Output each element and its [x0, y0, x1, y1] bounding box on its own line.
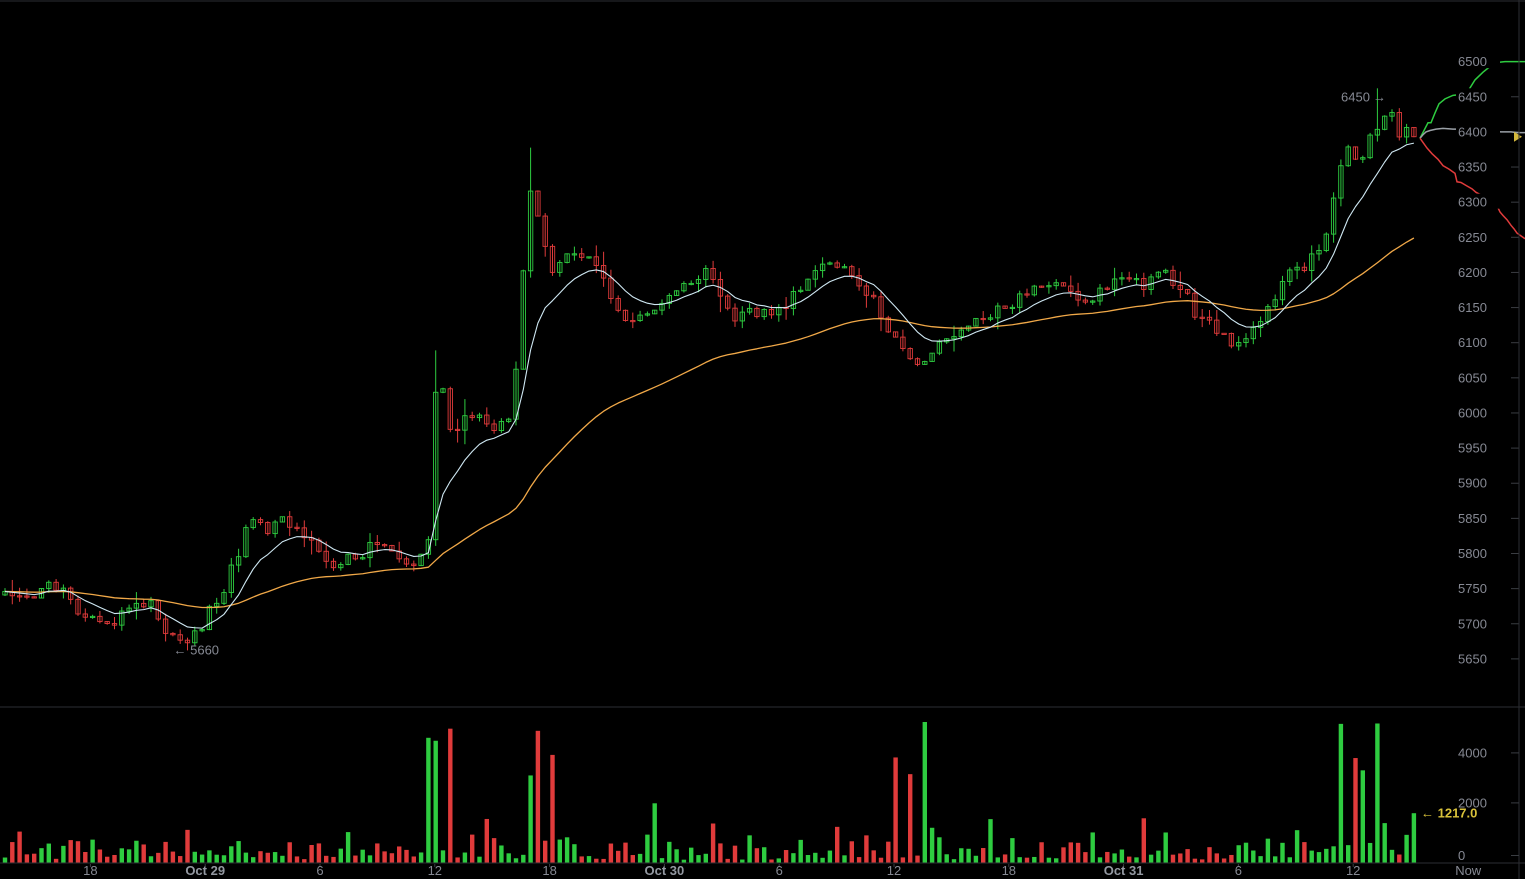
svg-text:5800: 5800 [1458, 546, 1487, 561]
svg-text:5750: 5750 [1458, 581, 1487, 596]
svg-text:18: 18 [542, 863, 556, 878]
svg-text:12: 12 [887, 863, 901, 878]
svg-text:6500: 6500 [1458, 54, 1487, 69]
svg-text:12: 12 [428, 863, 442, 878]
svg-text:Oct 31: Oct 31 [1104, 863, 1144, 878]
svg-text:5850: 5850 [1458, 511, 1487, 526]
svg-text:Oct 30: Oct 30 [645, 863, 685, 878]
svg-text:4000: 4000 [1458, 745, 1487, 760]
svg-text:Oct 29: Oct 29 [185, 863, 225, 878]
svg-text:6250: 6250 [1458, 230, 1487, 245]
svg-text:18: 18 [1002, 863, 1016, 878]
svg-text:6450: 6450 [1458, 89, 1487, 104]
svg-text:6: 6 [776, 863, 783, 878]
svg-text:6: 6 [1235, 863, 1242, 878]
svg-text:0: 0 [1458, 848, 1465, 863]
svg-text:6100: 6100 [1458, 335, 1487, 350]
svg-text:18: 18 [83, 863, 97, 878]
svg-text:→: → [1373, 89, 1386, 104]
svg-text:5900: 5900 [1458, 476, 1487, 491]
svg-text:6000: 6000 [1458, 405, 1487, 420]
svg-text:6350: 6350 [1458, 160, 1487, 175]
svg-text:6: 6 [316, 863, 323, 878]
svg-text:5650: 5650 [1458, 651, 1487, 666]
svg-text:← 5660: ← 5660 [174, 643, 220, 658]
svg-text:5950: 5950 [1458, 441, 1487, 456]
svg-text:12: 12 [1346, 863, 1360, 878]
svg-text:6450: 6450 [1341, 89, 1370, 104]
svg-text:6200: 6200 [1458, 265, 1487, 280]
svg-text:6300: 6300 [1458, 195, 1487, 210]
svg-text:← 1217.0: ← 1217.0 [1421, 806, 1477, 821]
svg-text:6050: 6050 [1458, 370, 1487, 385]
svg-text:Now: Now [1455, 863, 1482, 878]
svg-text:6400: 6400 [1458, 124, 1487, 139]
svg-text:5700: 5700 [1458, 616, 1487, 631]
svg-text:6150: 6150 [1458, 300, 1487, 315]
